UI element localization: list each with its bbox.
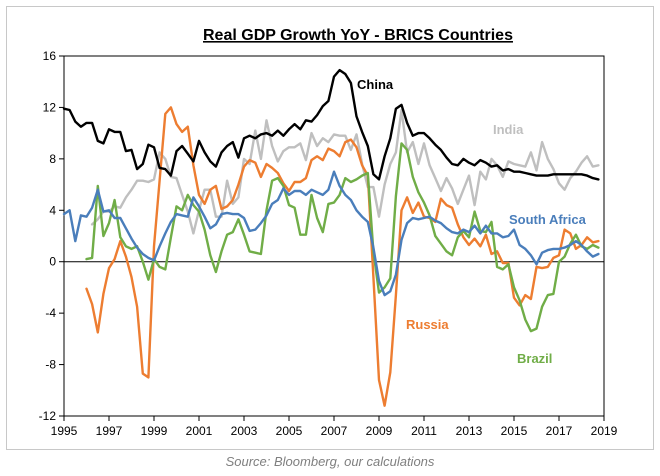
y-tick-label: 8 [49, 152, 56, 166]
source-note: Source: Bloomberg, our calculations [225, 454, 435, 469]
x-tick-label: 2019 [591, 424, 618, 438]
x-tick-label: 2009 [366, 424, 393, 438]
x-tick-label: 2007 [321, 424, 348, 438]
line-chart: Real GDP Growth YoY - BRICS Countries -1… [39, 27, 618, 438]
chart-title: Real GDP Growth YoY - BRICS Countries [203, 27, 513, 44]
x-tick-label: 2013 [456, 424, 483, 438]
x-tick-label: 1997 [96, 424, 123, 438]
label-brazil: Brazil [517, 351, 552, 366]
axes: -12 -8 -4 0 4 8 12 16 1995 1997 1999 2001 2003 2005 20… [39, 49, 618, 438]
series-line-brazil [85, 142, 600, 333]
x-tick-label: 2011 [411, 424, 437, 438]
series-line-russia [85, 106, 600, 407]
chart-frame: Real GDP Growth YoY - BRICS Countries -1… [6, 6, 654, 450]
y-tick-label: 4 [49, 203, 56, 217]
series-line-india [90, 108, 600, 235]
series-lines [62, 68, 600, 407]
y-tick-label: 16 [43, 49, 57, 63]
series-line-china [62, 68, 600, 181]
x-tick-label: 2015 [501, 424, 528, 438]
y-tick-label: -8 [45, 358, 56, 372]
y-tick-label: -12 [39, 409, 57, 423]
x-tick-label: 2001 [186, 424, 213, 438]
x-tick-label: 1995 [51, 424, 78, 438]
series-labels: China India South Africa Russia Brazil [357, 77, 587, 366]
series-line-south-africa [62, 170, 600, 297]
x-tick-label: 1999 [141, 424, 168, 438]
x-tick-label: 2017 [546, 424, 573, 438]
x-tick-label: 2005 [276, 424, 303, 438]
x-tick-label: 2003 [231, 424, 258, 438]
label-south-africa: South Africa [509, 212, 587, 227]
y-tick-label: 0 [49, 255, 56, 269]
label-china: China [357, 77, 394, 92]
label-russia: Russia [406, 317, 449, 332]
label-india: India [493, 122, 524, 137]
y-tick-label: -4 [45, 306, 56, 320]
y-tick-label: 12 [43, 100, 57, 114]
